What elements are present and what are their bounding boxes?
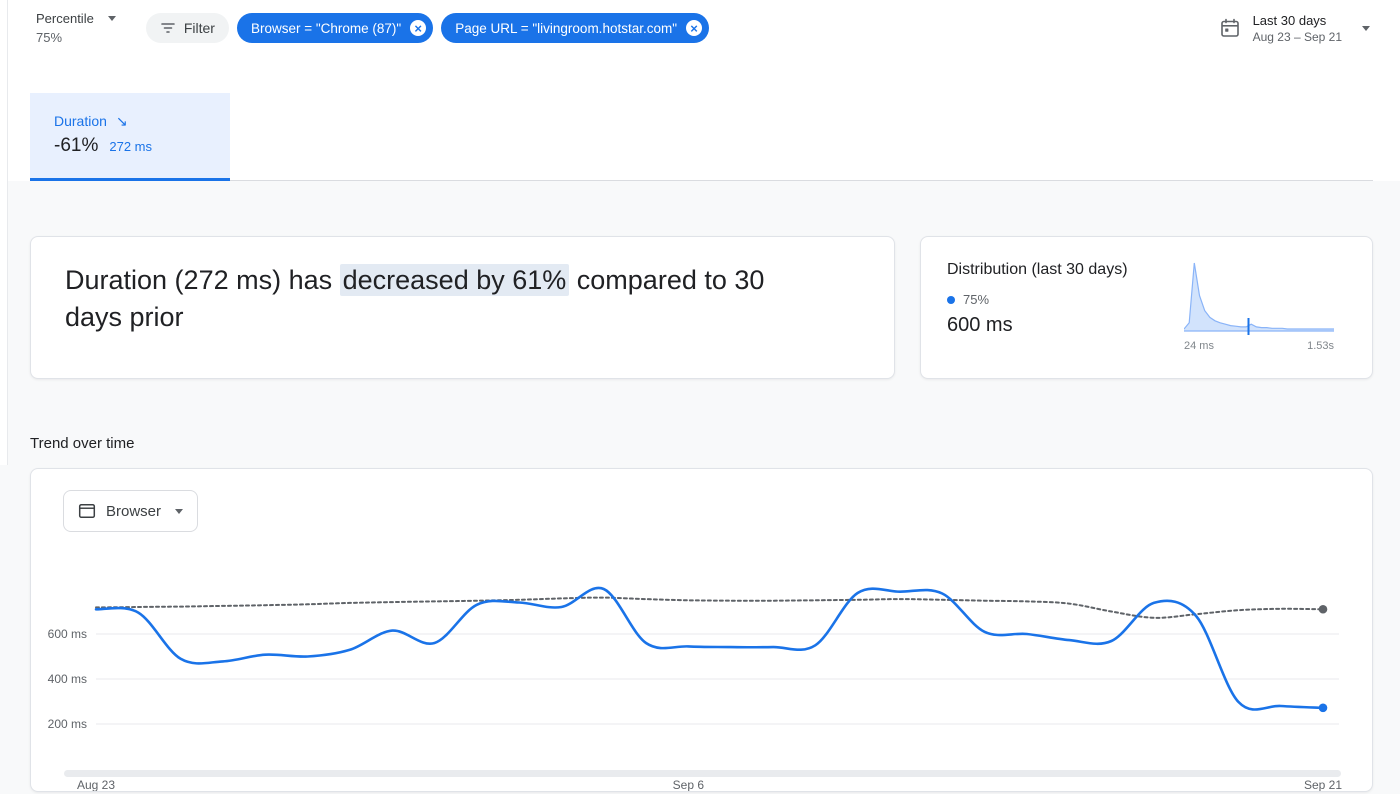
distribution-card: Distribution (last 30 days) 75% 600 ms 2… xyxy=(920,236,1373,379)
filter-chip-page-url-label: Page URL = "livingroom.hotstar.com" xyxy=(455,20,678,36)
svg-text:600 ms: 600 ms xyxy=(48,627,87,641)
distribution-percentile-label: 75% xyxy=(963,292,990,307)
tab-duration[interactable]: Duration ↘ -61% 272 ms xyxy=(30,93,230,178)
percentile-label: Percentile xyxy=(36,11,94,26)
svg-text:400 ms: 400 ms xyxy=(48,672,87,686)
topbar: Percentile 75% Filter Browser = "Chrome … xyxy=(0,0,1400,56)
svg-text:Sep 21: Sep 21 xyxy=(1304,778,1342,792)
trend-section-title: Trend over time xyxy=(30,435,135,452)
summary-text: Duration (272 ms) has decreased by 61% c… xyxy=(31,237,861,361)
tabs-divider xyxy=(30,180,1373,181)
distribution-axis-min: 24 ms xyxy=(1184,340,1214,352)
legend-dot xyxy=(947,295,955,304)
chevron-down-icon xyxy=(1362,25,1370,31)
main-content: Duration (272 ms) has decreased by 61% c… xyxy=(0,181,1400,794)
distribution-axis-max: 1.53s xyxy=(1307,340,1334,352)
svg-text:Aug 23: Aug 23 xyxy=(77,778,115,792)
left-gutter xyxy=(0,0,8,465)
browser-dimension-label: Browser xyxy=(106,502,162,520)
filter-button[interactable]: Filter xyxy=(145,13,229,43)
summary-text-before: Duration (272 ms) has xyxy=(65,265,340,295)
trend-chart-card: Browser 600 ms 400 ms 200 ms Aug 23 Sep 6 Sep… xyxy=(30,468,1373,792)
date-range-dates: Aug 23 – Sep 21 xyxy=(1252,29,1342,44)
distribution-sparkline: 24 ms 1.53s xyxy=(1184,259,1334,352)
summary-highlight: decreased by 61% xyxy=(339,264,570,296)
date-range-label: Last 30 days xyxy=(1252,12,1327,28)
trend-chart: 600 ms 400 ms 200 ms Aug 23 Sep 6 Sep 21 xyxy=(48,586,1342,792)
metric-tabs: Duration ↘ -61% 272 ms xyxy=(0,56,1400,181)
summary-card: Duration (272 ms) has decreased by 61% c… xyxy=(30,236,895,379)
chevron-down-icon xyxy=(107,16,116,21)
filter-button-label: Filter xyxy=(183,20,215,36)
distribution-title: Distribution (last 30 days) xyxy=(947,261,1128,278)
close-icon[interactable]: × xyxy=(686,20,703,36)
filter-chip-browser-label: Browser = "Chrome (87)" xyxy=(250,20,402,36)
tab-change-value: -61% xyxy=(54,135,99,156)
date-range-picker[interactable]: Last 30 days Aug 23 – Sep 21 xyxy=(1219,13,1370,44)
tab-metric-value: 272 ms xyxy=(109,139,152,154)
distribution-value: 600 ms xyxy=(947,314,1013,336)
browser-icon xyxy=(78,503,96,519)
summary-text-after: compared to 30 days prior xyxy=(65,265,765,332)
filter-icon xyxy=(161,23,175,33)
filter-chip-browser[interactable]: Browser = "Chrome (87)" × xyxy=(236,13,434,43)
percentile-value: 75% xyxy=(36,30,63,45)
percentile-dropdown[interactable]: Percentile 75% xyxy=(36,11,116,45)
distribution-legend: 75% xyxy=(947,292,1346,307)
browser-dimension-button[interactable]: Browser xyxy=(63,490,199,532)
trending-down-icon: ↘ xyxy=(115,113,128,129)
chevron-down-icon xyxy=(175,508,184,514)
distribution-chart xyxy=(1184,262,1334,335)
close-icon[interactable]: × xyxy=(410,20,427,36)
active-tab-indicator xyxy=(30,178,230,181)
svg-text:200 ms: 200 ms xyxy=(48,717,87,731)
calendar-icon xyxy=(1220,18,1239,37)
svg-text:Sep 6: Sep 6 xyxy=(673,778,705,792)
filter-chip-page-url[interactable]: Page URL = "livingroom.hotstar.com" × xyxy=(441,13,710,43)
tab-duration-label: Duration xyxy=(54,113,107,129)
